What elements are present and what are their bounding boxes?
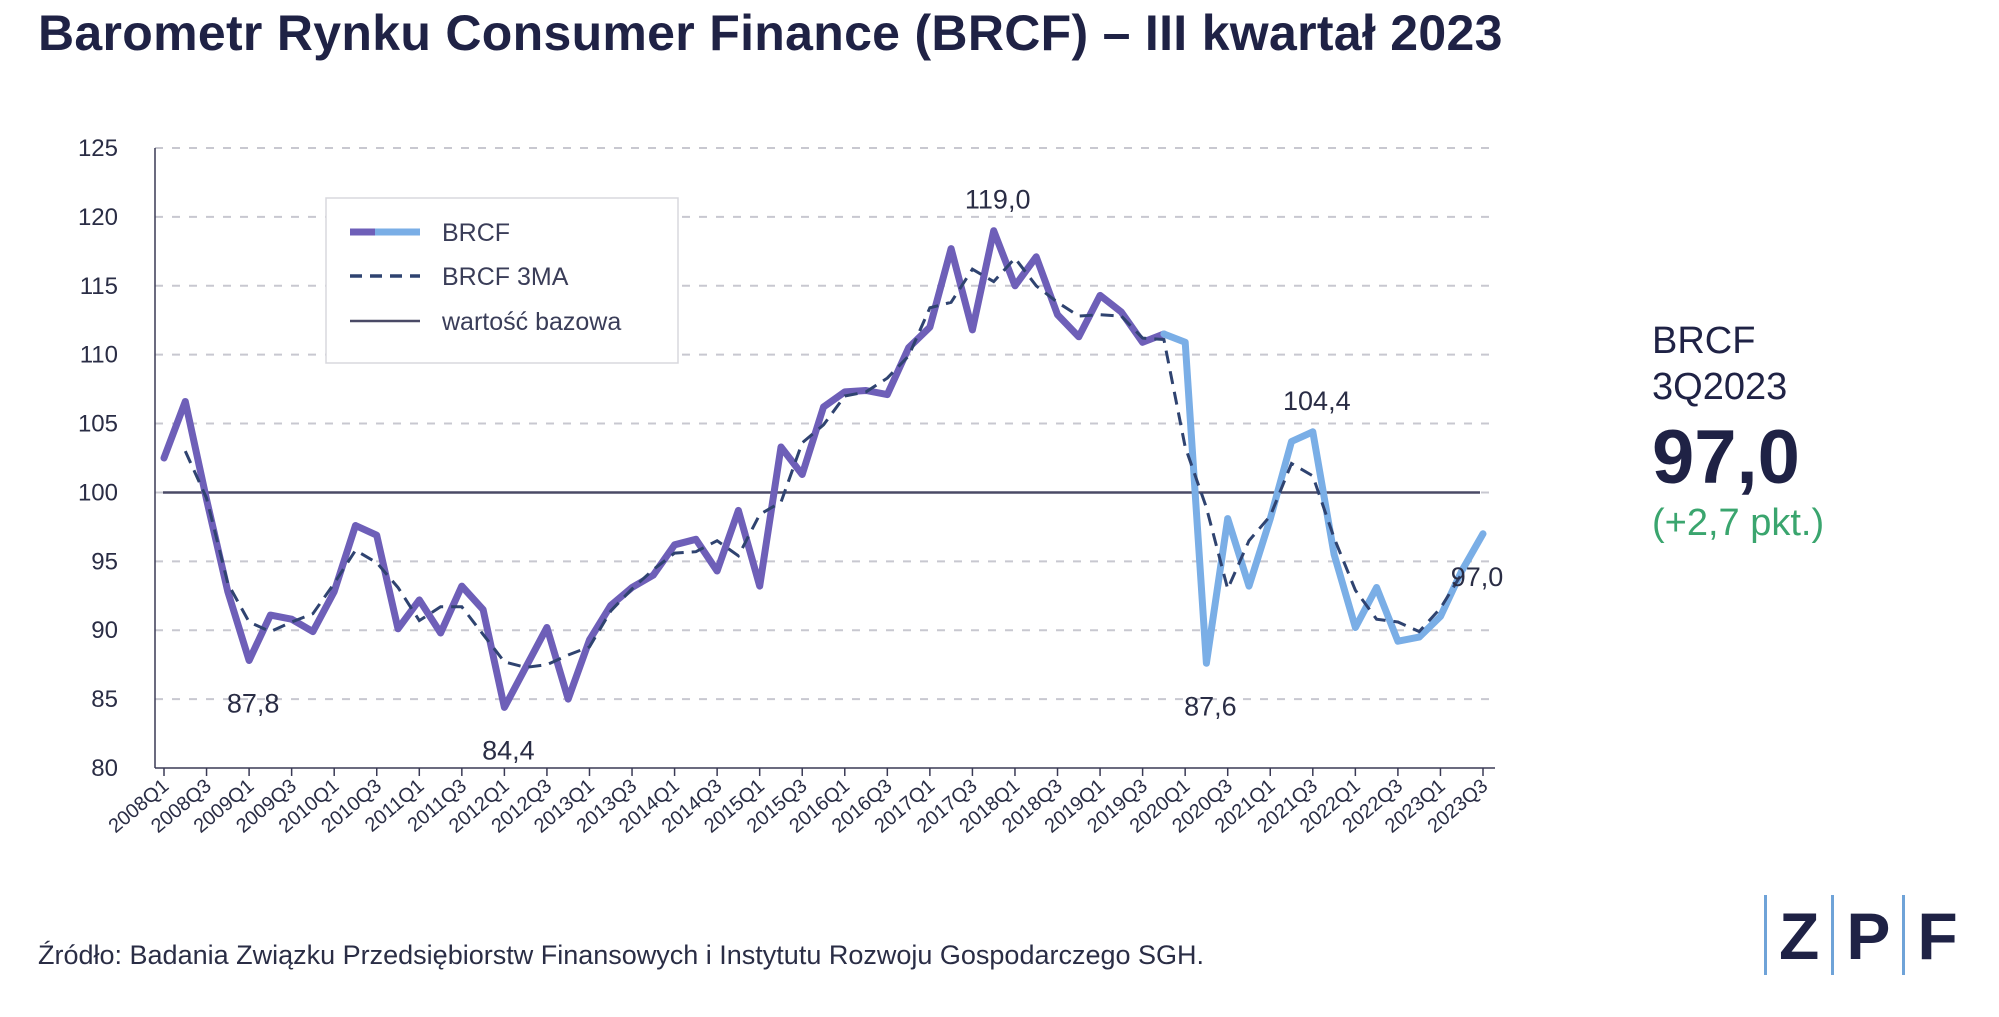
- logo-letter-z: Z: [1779, 899, 1820, 973]
- y-tick-label: 110: [80, 342, 118, 369]
- series-brcf-3ma: [183, 255, 1463, 669]
- y-tick-label: 115: [80, 273, 118, 300]
- data-label: 87,6: [1184, 691, 1237, 721]
- current-value-change: (+2,7 pkt.): [1652, 502, 1825, 544]
- y-tick-label: 95: [91, 548, 118, 575]
- zpf-logo: Z P F: [1752, 895, 1958, 975]
- chart-title: Barometr Rynku Consumer Finance (BRCF) –…: [38, 5, 1503, 61]
- data-label: 84,4: [482, 735, 535, 765]
- logo-divider: [1902, 895, 1906, 975]
- y-tick-label: 80: [91, 755, 118, 782]
- y-tick-label: 125: [78, 135, 118, 162]
- current-value-label: BRCF 3Q2023: [1652, 320, 1788, 408]
- legend-label-baseline: wartość bazowa: [441, 308, 621, 336]
- logo-divider: [1831, 895, 1835, 975]
- y-axis: 80 85 90 95 100 105 110 115 120 125: [78, 135, 156, 782]
- y-tick-label: 105: [78, 411, 118, 438]
- series-brcf-line-late: [1160, 330, 1487, 667]
- current-value-panel: BRCF 3Q2023 97,0 (+2,7 pkt.): [1652, 318, 1824, 545]
- source-note: Źródło: Badania Związku Przedsiębiorstw …: [38, 940, 1205, 970]
- data-label: 104,4: [1283, 386, 1351, 416]
- data-label: 87,8: [227, 689, 280, 719]
- y-tick-label: 85: [91, 686, 118, 713]
- legend: BRCF BRCF 3MA wartość bazowa: [325, 197, 679, 364]
- legend-label-ma: BRCF 3MA: [442, 263, 569, 291]
- data-label: 97,0: [1451, 562, 1504, 592]
- y-tick-label: 100: [78, 479, 118, 506]
- y-tick-label: 120: [78, 204, 118, 231]
- x-axis: 2008Q12008Q32009Q12009Q32010Q12010Q32011…: [105, 767, 1495, 838]
- data-label: 119,0: [965, 185, 1031, 215]
- y-tick-label: 90: [91, 617, 118, 644]
- legend-label-brcf: BRCF: [442, 219, 510, 247]
- data-annotations: 87,8 84,4 119,0 87,6 104,4 97,0: [227, 185, 1503, 766]
- logo-letter-p: P: [1846, 899, 1891, 973]
- logo-divider: [1764, 895, 1767, 975]
- current-value: 97,0: [1652, 415, 1800, 500]
- logo-letter-f: F: [1917, 899, 1958, 973]
- legend-box: [325, 197, 679, 364]
